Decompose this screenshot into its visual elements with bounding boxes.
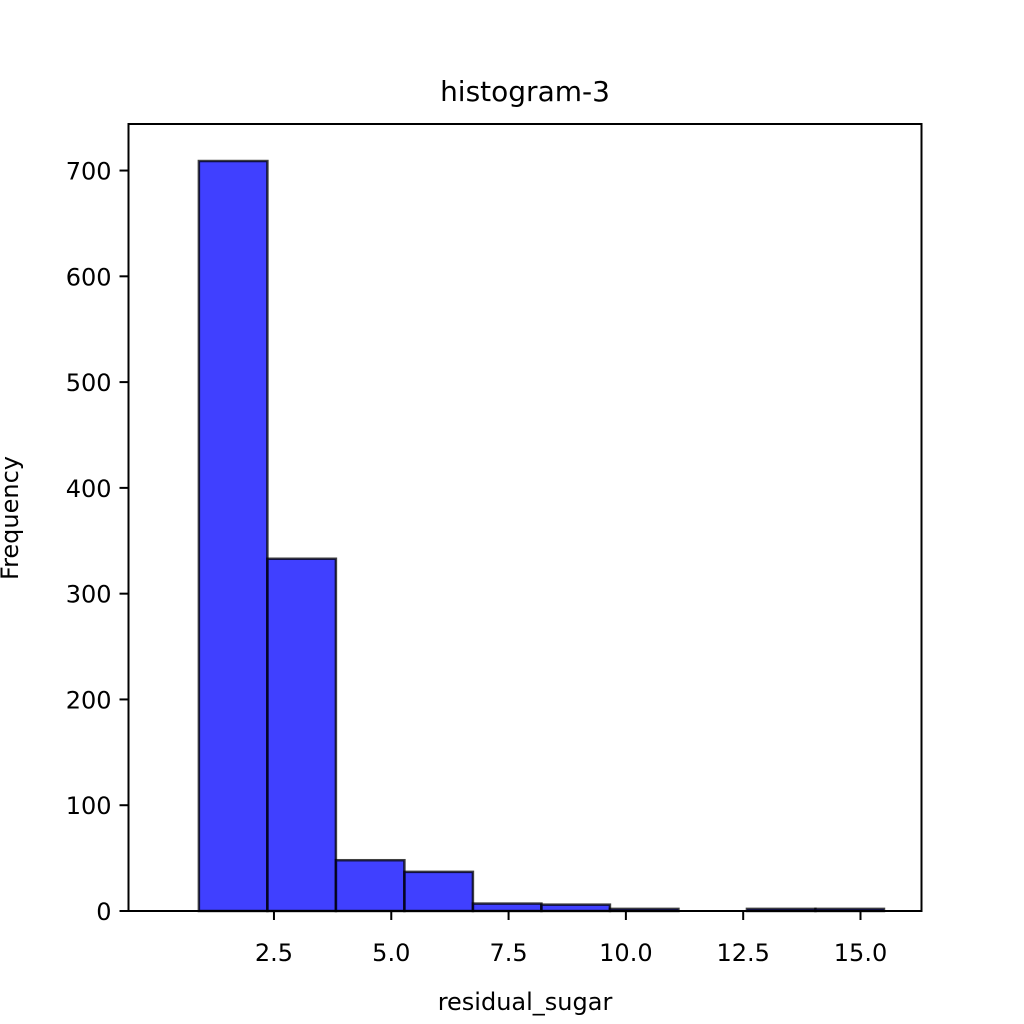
- x-axis-ticks: 2.5 5.0 7.5 10.0 12.5 15.0: [255, 911, 887, 967]
- y-axis-ticks: 0 100 200 300 400 500 600 700: [66, 158, 129, 926]
- x-tick-label: 15.0: [834, 939, 887, 967]
- y-tick-label: 500: [66, 369, 112, 397]
- x-tick-label: 12.5: [716, 939, 769, 967]
- chart-title: histogram-3: [440, 75, 610, 108]
- y-tick-label: 600: [66, 263, 112, 291]
- bars-group: [197, 159, 886, 913]
- plot-frame: [127, 123, 923, 912]
- y-tick-label: 700: [66, 158, 112, 186]
- y-tick-label: 100: [66, 792, 112, 820]
- x-tick-label: 5.0: [372, 939, 410, 967]
- histogram-bar: [334, 858, 406, 913]
- histogram-bar: [403, 870, 475, 913]
- y-tick-label: 300: [66, 581, 112, 609]
- histogram-bar: [197, 159, 269, 913]
- y-axis-label: Frequency: [0, 456, 24, 580]
- x-tick-label: 2.5: [255, 939, 293, 967]
- y-tick-label: 0: [96, 898, 111, 926]
- y-tick-label: 400: [66, 475, 112, 503]
- histogram-bar: [471, 902, 543, 913]
- y-tick-label: 200: [66, 686, 112, 714]
- histogram-bar: [266, 557, 338, 913]
- x-tick-label: 10.0: [599, 939, 652, 967]
- x-axis-label: residual_sugar: [438, 988, 613, 1016]
- x-tick-label: 7.5: [489, 939, 527, 967]
